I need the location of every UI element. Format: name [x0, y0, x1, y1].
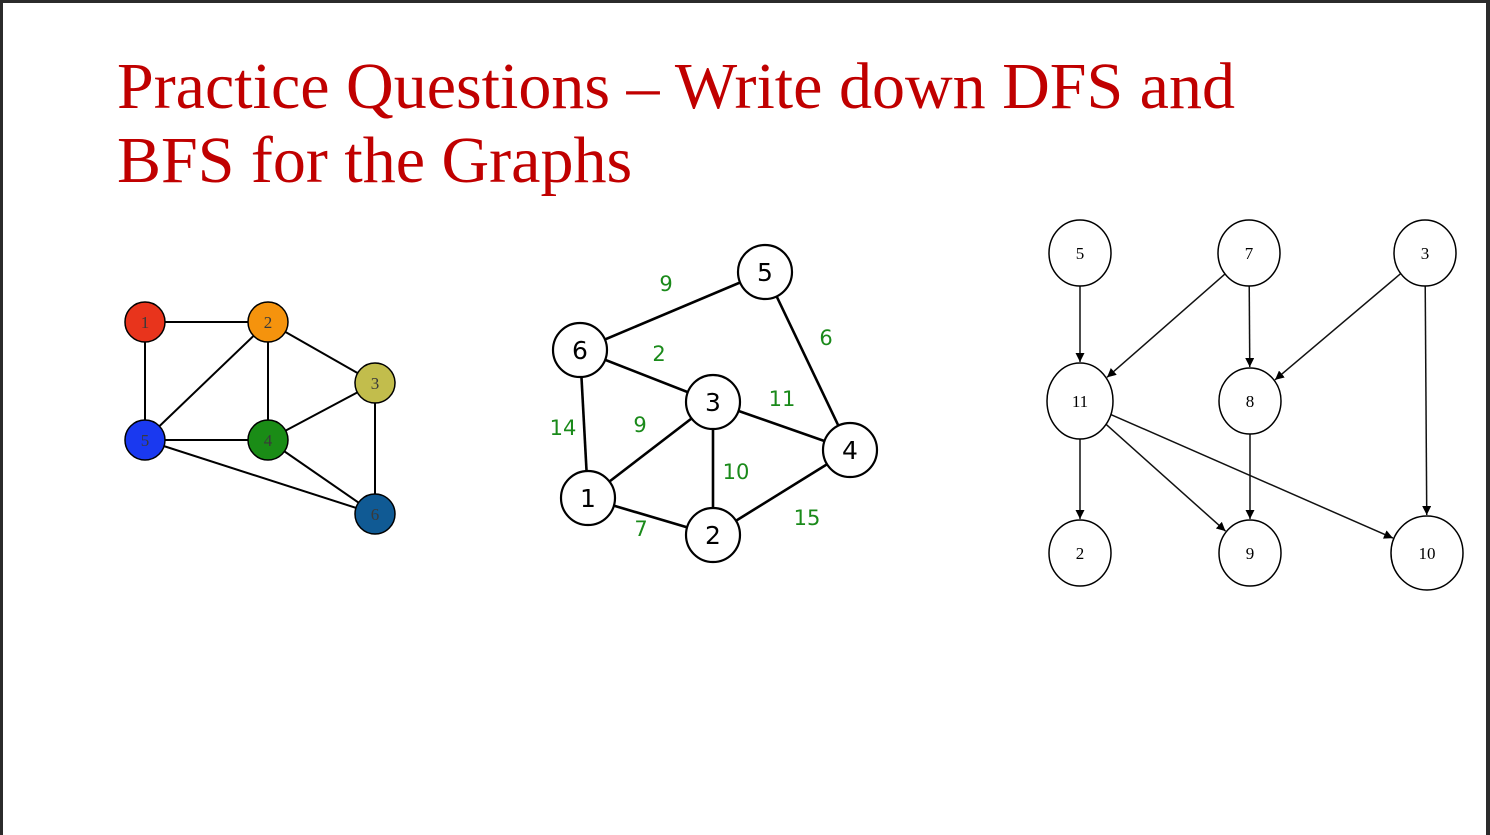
graph2-edge-weight-6-3: 2 — [652, 342, 665, 366]
graph2-edge-weight-2-4: 15 — [794, 506, 821, 530]
graph2-edge-weight-6-1: 14 — [550, 416, 577, 440]
graph2-node-3 — [684, 373, 742, 431]
graph2-node-label-2: 2 — [705, 521, 721, 550]
graph3-node-10 — [1390, 515, 1464, 591]
graph1-node-label-4: 4 — [264, 431, 273, 450]
graph2-edge-weight-3-4: 11 — [769, 387, 796, 411]
graph1-node-label-2: 2 — [264, 313, 273, 332]
graph2-edge-6-5 — [579, 270, 766, 352]
graph3-edge-11-9 — [1105, 423, 1227, 532]
graph3-node-2 — [1048, 519, 1112, 587]
graph2-edge-weight-3-2: 10 — [723, 460, 750, 484]
graph2-node-label-4: 4 — [842, 436, 858, 465]
graph2-node-6 — [551, 321, 609, 379]
graph2-node-label-5: 5 — [757, 258, 773, 287]
graph1-node-label-1: 1 — [141, 313, 150, 332]
graph3-node-label-5: 5 — [1076, 244, 1085, 263]
slide-title-line-1: Practice Questions – Write down DFS and — [117, 50, 1235, 123]
graph1-edge-5-6 — [144, 439, 376, 515]
graph2-node-label-1: 1 — [580, 484, 596, 513]
graph1-node-4 — [247, 419, 289, 461]
graph1-node-6 — [354, 493, 396, 535]
graph1-node-label-5: 5 — [141, 431, 150, 450]
graph1-node-label-6: 6 — [371, 505, 380, 524]
graph3-node-9 — [1218, 519, 1282, 587]
graph1-node-3 — [354, 362, 396, 404]
graph1-edge-2-5 — [144, 321, 269, 441]
slide-title-line-2: BFS for the Graphs — [117, 124, 633, 197]
graph3-edge-3-8 — [1274, 272, 1402, 381]
graph2-node-label-6: 6 — [572, 336, 588, 365]
graph1-node-2 — [247, 301, 289, 343]
slide-title: Practice Questions – Write down DFS and … — [117, 50, 1447, 198]
graph3-edge-7-8 — [1245, 285, 1255, 368]
graph2-node-1 — [559, 469, 617, 527]
graph3-node-label-10: 10 — [1419, 544, 1436, 563]
graph2-node-5 — [736, 243, 794, 301]
graph2-edge-5-4 — [763, 271, 852, 451]
graph3-edge-3-10 — [1422, 285, 1432, 516]
graph2-edge-weight-5-4: 6 — [819, 326, 832, 350]
graph3-node-label-3: 3 — [1421, 244, 1430, 263]
graph2-node-2 — [684, 506, 742, 564]
graph3-node-label-11: 11 — [1072, 392, 1088, 411]
graph2-edge-weight-3-1: 9 — [633, 413, 646, 437]
graph3-node-label-7: 7 — [1245, 244, 1254, 263]
graph1-node-5 — [124, 419, 166, 461]
graph1-edge-4-6 — [267, 439, 376, 515]
graph3-node-label-2: 2 — [1076, 544, 1085, 563]
graph2-edge-weight-1-2: 7 — [634, 517, 647, 541]
graph3-edge-11-10 — [1110, 413, 1394, 539]
graph2-edge-weight-6-5: 9 — [659, 272, 672, 296]
graph3-node-5 — [1048, 219, 1112, 287]
graph3-node-8 — [1218, 367, 1282, 435]
graph3-edge-7-11 — [1106, 273, 1226, 378]
graph3-node-label-9: 9 — [1246, 544, 1255, 563]
graph3-node-label-8: 8 — [1246, 392, 1255, 411]
graph1-node-label-3: 3 — [371, 374, 380, 393]
graph3-node-7 — [1217, 219, 1281, 287]
graph3-node-3 — [1393, 219, 1457, 287]
graph2-node-label-3: 3 — [705, 388, 721, 417]
graph2-node-4 — [821, 421, 879, 479]
graph3-node-11 — [1046, 362, 1114, 440]
graph1-node-1 — [124, 301, 166, 343]
